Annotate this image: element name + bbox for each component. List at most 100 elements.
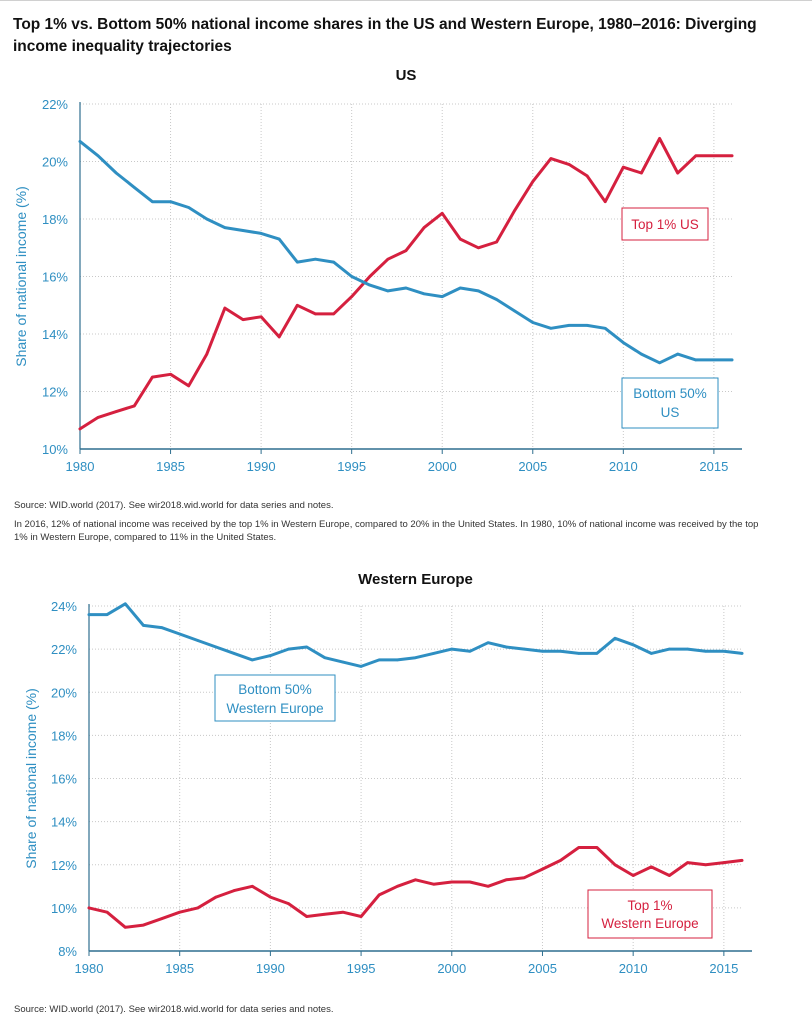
top-1-western-europe-point <box>377 893 381 897</box>
top-1-western-europe-point <box>87 906 91 910</box>
x-tick-label: 1980 <box>75 961 104 976</box>
bottom-50-western-europe-point <box>704 650 707 653</box>
annotation-label-line2: Western Europe <box>601 916 698 931</box>
bottom-50-western-europe-point <box>142 624 145 627</box>
bottom-50-us-point <box>78 140 82 143</box>
top-1-western-europe-point <box>631 874 635 877</box>
top-1-western-europe-point <box>323 913 327 916</box>
y-tick-label: 18% <box>51 728 77 743</box>
x-tick-label: 2010 <box>619 961 648 976</box>
top-1-us-point <box>368 275 372 278</box>
top-1-western-europe-point <box>251 885 254 888</box>
top-1-western-europe-point <box>287 902 290 905</box>
top-1-us-point <box>712 154 716 158</box>
top-1-us-point <box>694 154 698 158</box>
y-tick-label: 20% <box>42 155 68 170</box>
top-1-western-europe-point <box>595 846 599 849</box>
bottom-50-us-point <box>205 217 209 221</box>
top-1-western-europe-point <box>160 917 163 920</box>
bottom-50-us-point <box>259 232 263 235</box>
x-tick-label: 2000 <box>428 459 457 474</box>
top-1-western-europe-point <box>486 885 490 888</box>
top-1-western-europe-point <box>359 915 363 918</box>
bottom-50-western-europe-point <box>251 658 254 662</box>
bottom-50-us-point <box>404 286 408 290</box>
top-1-us-point <box>78 427 82 431</box>
annotation-label: Top 1% US <box>631 217 699 232</box>
bottom-50-us-point <box>187 206 190 209</box>
bottom-50-western-europe-point <box>577 652 581 655</box>
bottom-50-us-point <box>133 186 136 189</box>
top-1-us-point <box>332 312 335 316</box>
annotation-box <box>621 207 709 241</box>
top-1-western-europe-point <box>541 867 544 871</box>
bottom-50-us-point <box>241 229 245 232</box>
top-1-western-europe-point <box>577 846 581 849</box>
annotation-label-line2: US <box>661 405 680 420</box>
y-axis-label: Share of national income (%) <box>13 186 29 367</box>
x-tick-label: 2015 <box>699 459 728 474</box>
top-1-us-point <box>151 375 154 379</box>
bottom-50-us-point <box>730 358 734 362</box>
bottom-50-western-europe-point <box>287 647 290 651</box>
y-tick-label: 18% <box>42 212 68 227</box>
bottom-50-us-point <box>658 361 661 365</box>
y-tick-label: 22% <box>51 642 77 657</box>
top-1-western-europe-point <box>341 910 345 914</box>
top-1-us-point <box>404 249 408 252</box>
bottom-50-western-europe-point <box>269 654 272 657</box>
top-1-us-point <box>459 237 462 241</box>
top-1-western-europe-point <box>414 878 417 882</box>
bottom-50-us-point <box>386 289 390 293</box>
x-tick-label: 1995 <box>337 459 366 474</box>
top-1-us-point <box>386 257 390 261</box>
top-1-western-europe-point <box>504 878 508 882</box>
bottom-50-western-europe-point <box>486 641 490 644</box>
top-1-western-europe-point <box>722 861 726 864</box>
top-1-us-point <box>640 171 643 175</box>
top-1-us-point <box>440 212 444 215</box>
bottom-50-western-europe-point <box>305 645 309 649</box>
bottom-50-us-point <box>513 309 516 313</box>
x-tick-label: 2005 <box>528 961 557 976</box>
top-1-us-point <box>549 157 553 160</box>
y-tick-label: 10% <box>42 442 68 457</box>
top-1-western-europe-point <box>305 915 309 918</box>
bottom-50-western-europe-point <box>160 626 163 629</box>
bottom-50-western-europe-point <box>523 647 526 651</box>
y-tick-label: 14% <box>42 327 68 342</box>
top-1-western-europe-point <box>178 910 181 914</box>
top-1-us-point <box>477 246 480 250</box>
bottom-50-us-point <box>712 358 716 362</box>
top-1-us-point <box>603 200 607 203</box>
y-tick-label: 14% <box>51 815 77 830</box>
bottom-50-us-point <box>151 200 154 203</box>
bottom-50-us-point <box>694 358 698 362</box>
top-1-us-point <box>259 315 263 319</box>
x-tick-label: 1985 <box>156 459 185 474</box>
us-caption: In 2016, 12% of national income was rece… <box>14 519 759 543</box>
bottom-50-western-europe-point <box>595 652 599 655</box>
bottom-50-us-point <box>350 275 354 278</box>
top-1-us-point <box>169 373 172 376</box>
top-1-us-point <box>296 304 299 307</box>
bottom-50-us-point <box>296 260 299 264</box>
bottom-50-western-europe-point <box>323 656 327 659</box>
bottom-50-us-point <box>477 289 480 293</box>
bottom-50-us-point <box>676 352 679 356</box>
us-source-note: Source: WID.world (2017). See wir2018.wi… <box>14 500 334 511</box>
annotation-box <box>587 889 713 939</box>
y-tick-label: 8% <box>58 944 77 959</box>
top-1-us-point <box>422 226 426 229</box>
bottom-50-us-point <box>585 324 589 327</box>
top-1-western-europe-point <box>523 876 526 879</box>
bottom-50-us-point <box>440 295 444 298</box>
bottom-50-western-europe-point <box>214 645 218 649</box>
bottom-50-western-europe-point <box>631 643 635 647</box>
top-1-western-europe-point <box>468 880 472 884</box>
x-tick-label: 2000 <box>437 961 466 976</box>
top-1-western-europe-point <box>704 863 707 867</box>
top-1-us-point <box>622 165 625 169</box>
bottom-50-western-europe-point <box>722 650 726 653</box>
top-1-western-europe-point <box>196 906 200 910</box>
